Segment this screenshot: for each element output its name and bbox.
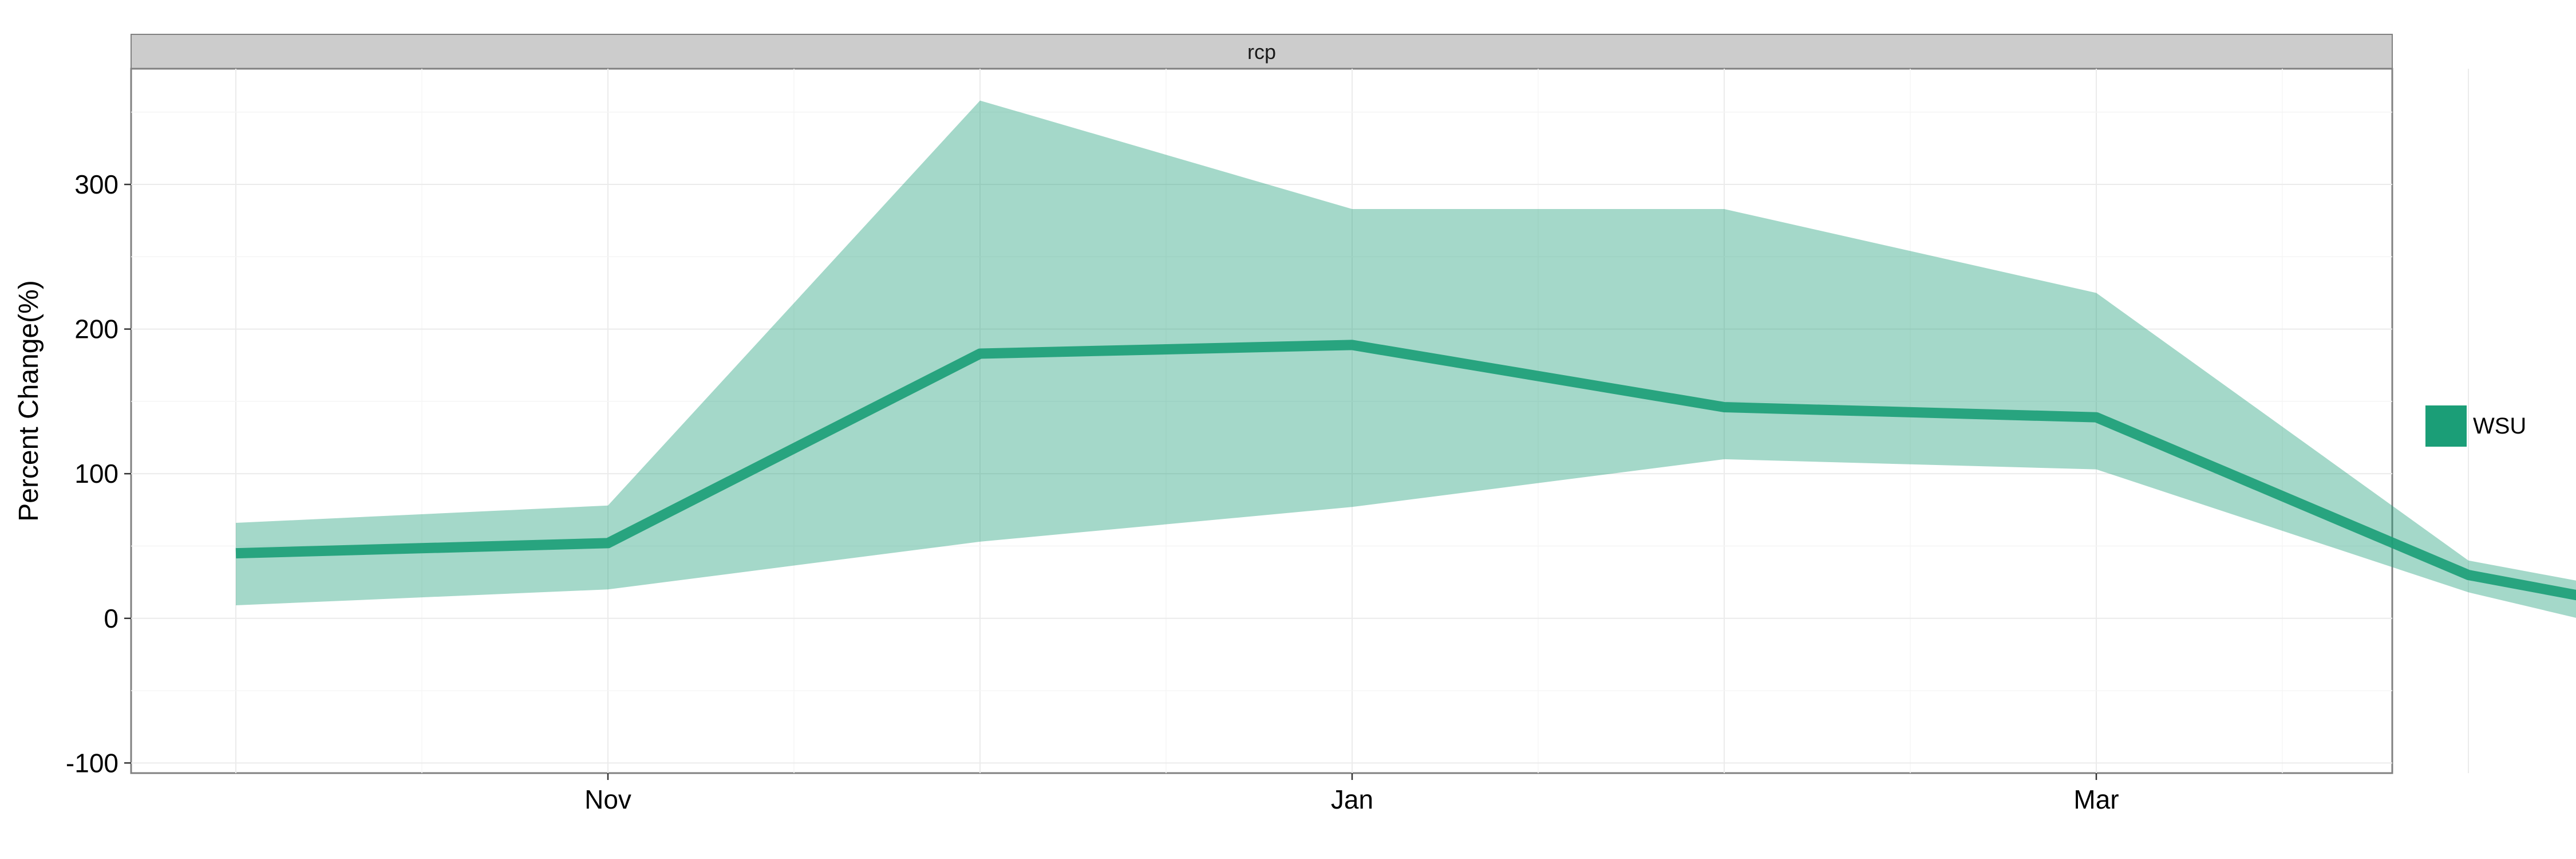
x-tick-label: Mar — [2073, 785, 2119, 814]
x-tick-label: Nov — [584, 785, 631, 814]
y-tick-label: -100 — [66, 748, 118, 778]
legend-key-wsu — [2425, 405, 2467, 447]
y-tick-label: 300 — [74, 170, 118, 199]
legend-label-wsu: WSU — [2473, 413, 2526, 439]
line-layer — [235, 340, 2576, 601]
y-tick-label: 0 — [104, 604, 118, 633]
x-tick-label: Jan — [1331, 785, 1373, 814]
facet-strip — [131, 34, 2393, 69]
y-tick-label: 200 — [74, 314, 118, 344]
grid-layer — [131, 69, 2469, 773]
plot-panel — [130, 68, 2393, 774]
axis-layer: -1000100200300NovJanMarMayJulSep — [66, 170, 2119, 814]
legend: WSU — [2425, 405, 2526, 447]
y-tick-label: 100 — [74, 459, 118, 488]
facet-label: rcp — [1247, 40, 1276, 64]
y-axis-title: Percent Change(%) — [14, 280, 44, 522]
series-line-wsu — [235, 340, 2576, 601]
